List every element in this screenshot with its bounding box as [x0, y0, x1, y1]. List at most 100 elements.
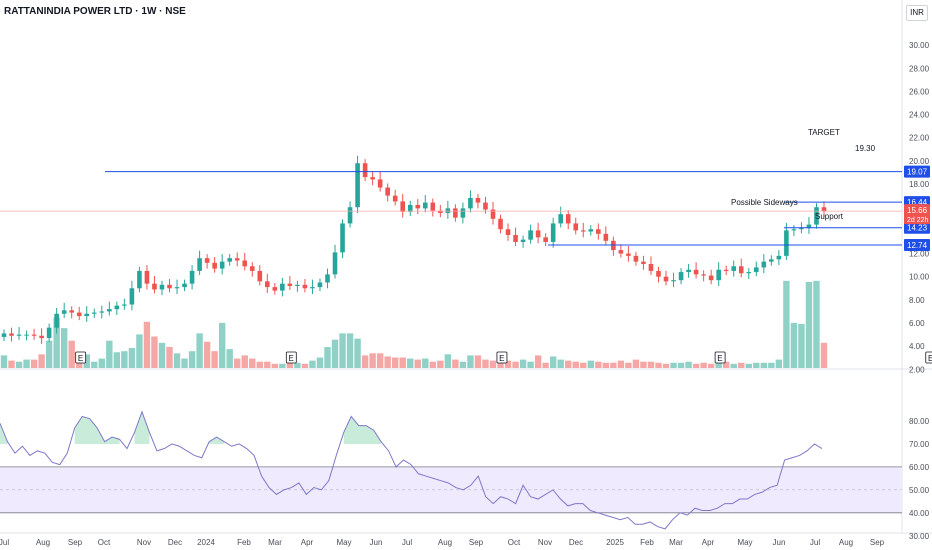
last-price-tag: 15.66	[907, 206, 928, 215]
volume-bar	[437, 360, 444, 368]
volume-bar	[226, 349, 233, 368]
earnings-marker-label: E	[78, 354, 83, 363]
candle-body	[280, 283, 285, 291]
price-tag-1274-bg	[904, 238, 930, 251]
volume-bar	[595, 361, 602, 368]
volume-bar	[143, 321, 151, 368]
volume-bar	[286, 360, 294, 368]
candle-body	[791, 229, 797, 231]
volume-bar	[309, 360, 316, 368]
volume-bar	[557, 359, 564, 368]
time-axis-tick: Jul	[810, 538, 820, 547]
volume-bar	[474, 355, 482, 368]
candle-body	[799, 228, 804, 230]
candle-body	[129, 288, 135, 305]
candle-body	[302, 284, 308, 289]
volume-bar	[580, 362, 587, 368]
candle-body	[99, 311, 105, 313]
candle-body	[227, 258, 232, 262]
volume-bar	[798, 323, 805, 368]
volume-bar	[264, 361, 271, 368]
symbol-title: RATTANINDIA POWER LTD · 1W · NSE	[4, 6, 186, 17]
candle-body	[784, 230, 789, 256]
price-tag-1907: 19.07	[907, 168, 928, 177]
rsi-axis-tick: 50.00	[909, 486, 930, 495]
volume-bar	[760, 362, 768, 368]
volume-bar	[256, 361, 263, 368]
price-axis-tick: 18.00	[909, 180, 930, 189]
volume-bar	[83, 354, 90, 368]
volume-bar	[504, 360, 512, 368]
price-tag-1423: 14.23	[907, 224, 928, 233]
currency-button[interactable]: INR	[906, 5, 928, 21]
volume-bar	[647, 361, 655, 368]
volume-bar	[730, 363, 737, 368]
possible-sideways-label: Possible Sideways	[731, 198, 798, 207]
rsi-overbought-fill	[74, 416, 120, 444]
candle-body	[392, 195, 398, 202]
earnings-marker-icon	[496, 351, 508, 364]
target-value-label: 19.30	[855, 144, 876, 153]
candle-body	[204, 258, 210, 263]
candle-body	[16, 334, 22, 336]
time-axis-tick: Jul	[402, 538, 412, 547]
candle-body	[731, 266, 737, 271]
volume-bar	[542, 362, 549, 368]
candle-body	[325, 274, 330, 283]
earnings-marker-icon	[714, 351, 726, 364]
volume-bar	[173, 353, 181, 368]
time-axis-tick: Aug	[438, 538, 452, 547]
candle-body	[468, 197, 473, 209]
candle-body	[257, 270, 263, 282]
candle-body	[152, 283, 157, 290]
volume-bar	[249, 358, 256, 368]
volume-bar	[512, 361, 519, 368]
time-axis-tick: 2025	[606, 538, 624, 547]
volume-bar	[234, 358, 241, 368]
candle-body	[550, 223, 556, 242]
volume-bar	[369, 353, 376, 368]
price-axis-tick: 10.00	[909, 273, 930, 282]
volume-bar	[218, 322, 226, 368]
price-axis-tick: 8.00	[909, 296, 925, 305]
candle-body	[46, 327, 52, 339]
volume-bar	[482, 359, 489, 368]
candle-body	[528, 230, 533, 240]
candle-body	[242, 260, 248, 267]
volume-bar	[519, 359, 527, 368]
time-axis-tick: Dec	[569, 538, 583, 547]
candle-body	[400, 201, 406, 212]
price-axis-tick: 2.00	[909, 365, 925, 374]
time-axis-tick: Jun	[370, 538, 383, 547]
earnings-marker-icon	[75, 351, 87, 364]
candle-body	[377, 179, 383, 188]
volume-bar	[151, 336, 158, 368]
candle-body	[137, 270, 142, 289]
candle-body	[234, 258, 240, 261]
volume-bar	[158, 342, 166, 368]
candle-body	[355, 163, 360, 208]
candle-body	[9, 333, 14, 336]
candle-body	[453, 208, 458, 218]
candle-body	[122, 304, 127, 306]
volume-bar	[527, 361, 534, 368]
candle-body	[445, 208, 451, 214]
candle-body	[84, 313, 90, 317]
last-price-tag-bg	[904, 204, 930, 225]
price-tag-1423-bg	[904, 221, 930, 234]
price-tag-1644: 16.44	[907, 198, 928, 207]
rsi-axis-tick: 80.00	[909, 417, 930, 426]
price-axis-tick: 30.00	[909, 41, 930, 50]
volume-bar	[339, 333, 346, 368]
time-axis-tick: Mar	[669, 538, 683, 547]
time-axis-tick: Nov	[137, 538, 151, 547]
candle-body	[513, 235, 518, 242]
rsi-overbought-fill	[134, 411, 150, 444]
time-axis-tick: Sep	[68, 538, 83, 547]
candle-body	[197, 258, 202, 271]
volume-bar	[768, 362, 775, 368]
candle-body	[114, 305, 120, 310]
volume-bar	[745, 363, 752, 368]
candle-body	[716, 269, 721, 281]
